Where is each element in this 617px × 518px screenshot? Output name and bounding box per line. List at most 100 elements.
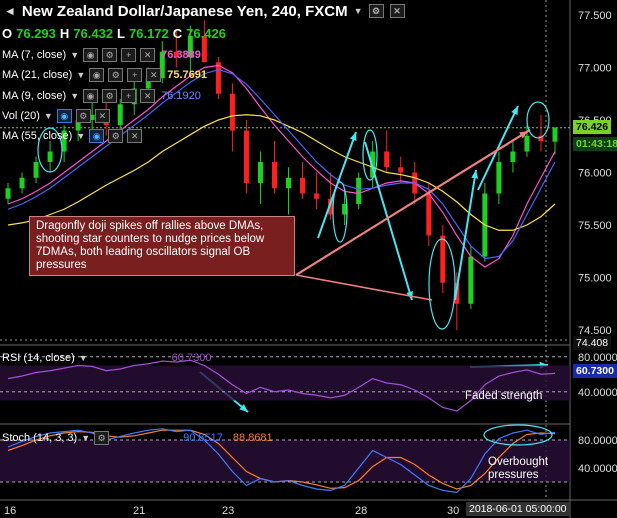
candle-body — [468, 256, 474, 304]
close-icon[interactable]: ✕ — [389, 4, 405, 18]
ma-line-3 — [7, 68, 556, 260]
chevron-down-icon[interactable]: ▼ — [76, 131, 86, 141]
rsi-line — [7, 359, 556, 412]
add-icon[interactable]: + — [121, 48, 137, 62]
candle-body — [314, 193, 320, 199]
stoch-band — [0, 440, 570, 482]
indicator-ma7[interactable]: MA (7, close) ▼ ◉ ⚙ + ✕ 76.3889 — [2, 48, 201, 62]
stoch-ellipse — [483, 424, 553, 446]
candle-body — [89, 114, 95, 120]
ohlc-o-value: 76.293 — [16, 26, 56, 41]
rsi-legend[interactable]: RSI (14, close) ▼ 60.7300 — [2, 352, 211, 364]
ma7-value: 76.3889 — [161, 49, 201, 61]
price-tick-label: 76.000 — [578, 168, 612, 180]
close-icon[interactable]: ✕ — [127, 129, 143, 143]
eye-icon[interactable]: ◉ — [56, 109, 72, 123]
stoch-legend[interactable]: Stoch (14, 3, 3) ▼ ⚙ 90.8517 88.8681 — [2, 431, 273, 445]
candle-body — [524, 135, 530, 152]
trendline-arrow-head — [519, 131, 528, 139]
close-icon[interactable]: ✕ — [140, 89, 156, 103]
chevron-down-icon[interactable]: ▼ — [43, 111, 53, 121]
close-icon[interactable]: ✕ — [146, 68, 162, 82]
stoch-label: Stoch (14, 3, 3) — [2, 432, 78, 444]
rsi-note: Faded strength — [465, 390, 543, 402]
settings-icon[interactable]: ⚙ — [102, 48, 118, 62]
ohlc-h-value: 76.432 — [73, 26, 114, 41]
ohlc-c-key: C — [172, 26, 183, 41]
ma7-label: MA (7, close) — [2, 49, 67, 61]
indicator-ma55[interactable]: MA (55, close) ▼ ◉ ⚙ ✕ — [2, 129, 143, 143]
add-icon[interactable]: + — [127, 68, 143, 82]
price-tick-label: 75.000 — [578, 273, 612, 285]
rsi-label: RSI (14, close) — [2, 352, 75, 364]
candle-body — [173, 51, 179, 57]
cursor-time-tag: 2018-06-01 05:00:00 — [466, 502, 570, 516]
candle-body — [552, 127, 558, 142]
candle-body — [33, 162, 39, 178]
cyan-arrow-up-1-head — [349, 132, 357, 141]
chevron-down-icon[interactable]: ▼ — [70, 50, 80, 60]
add-icon[interactable]: + — [121, 89, 137, 103]
chevron-down-icon[interactable]: ▼ — [81, 433, 91, 443]
cyan-arrow-up-2-head — [471, 170, 479, 179]
settings-icon[interactable]: ⚙ — [75, 109, 91, 123]
eye-icon[interactable]: ◉ — [89, 129, 105, 143]
candle-body — [300, 177, 306, 194]
highlight-ellipse — [526, 101, 550, 139]
close-icon[interactable]: ✕ — [94, 109, 110, 123]
annotation-pointer — [295, 274, 433, 301]
rsi-arrow-head — [239, 404, 248, 412]
rsi-current-tag: 60.7300 — [573, 364, 617, 378]
settings-icon[interactable]: ⚙ — [368, 4, 384, 18]
eye-icon[interactable]: ◉ — [83, 48, 99, 62]
ohlc-readout: O 76.293 H 76.432 L 76.172 C 76.426 — [2, 26, 226, 41]
price-tick-label: 74.500 — [578, 325, 612, 337]
low-marker-tag: 74.408 — [573, 336, 612, 350]
candle-body — [201, 36, 207, 63]
highlight-ellipse — [362, 129, 378, 181]
settings-icon[interactable]: ⚙ — [108, 68, 124, 82]
trendline-arrow — [295, 130, 529, 276]
candle-body — [510, 151, 516, 162]
settings-icon[interactable]: ⚙ — [94, 431, 110, 445]
cyan-arrow-up-3 — [477, 105, 519, 191]
chevron-down-icon[interactable]: ▼ — [78, 353, 88, 363]
candle-body — [328, 198, 334, 215]
indicator-ma21[interactable]: MA (21, close) ▼ ◉ ⚙ + ✕ 75.7691 — [2, 68, 207, 82]
rsi-value: 60.7300 — [171, 352, 212, 364]
highlight-ellipse — [37, 127, 63, 173]
indicator-ma9[interactable]: MA (9, close) ▼ ◉ ⚙ + ✕ 76.1920 — [2, 89, 201, 103]
candle-body — [496, 162, 502, 194]
candle-body — [398, 167, 404, 173]
stoch-k-value: 90.8517 — [183, 432, 223, 444]
candle-body — [229, 93, 235, 131]
countdown-tag: 01:43:18 — [573, 137, 617, 151]
oscillator-panes — [0, 356, 570, 494]
candle-body — [426, 193, 432, 236]
settings-icon[interactable]: ⚙ — [108, 129, 124, 143]
x-tick-label: 28 — [355, 505, 367, 517]
indicator-vol[interactable]: Vol (20) ▼ ◉ ⚙ ✕ — [2, 109, 110, 123]
candle-body — [75, 120, 81, 131]
eye-icon[interactable]: ◉ — [89, 68, 105, 82]
collapse-icon[interactable]: ◄ — [4, 4, 16, 18]
candle-body — [215, 62, 221, 94]
settings-icon[interactable]: ⚙ — [102, 89, 118, 103]
close-icon[interactable]: ✕ — [140, 48, 156, 62]
chevron-down-icon[interactable]: ▼ — [353, 6, 363, 16]
vol-label: Vol (20) — [2, 110, 40, 122]
stoch-d-value: 88.8681 — [232, 432, 273, 444]
chevron-down-icon[interactable]: ▼ — [76, 70, 86, 80]
eye-icon[interactable]: ◉ — [83, 89, 99, 103]
x-tick-label: 21 — [133, 505, 145, 517]
stoch-tick-label: 40.0000 — [578, 463, 617, 475]
candle-body — [356, 177, 362, 204]
chevron-down-icon[interactable]: ▼ — [70, 91, 80, 101]
rsi-band — [0, 365, 570, 401]
candle-body — [440, 235, 446, 283]
candles — [5, 20, 558, 330]
highlight-ellipse — [428, 238, 456, 330]
ma21-value: 75.7691 — [167, 69, 207, 81]
